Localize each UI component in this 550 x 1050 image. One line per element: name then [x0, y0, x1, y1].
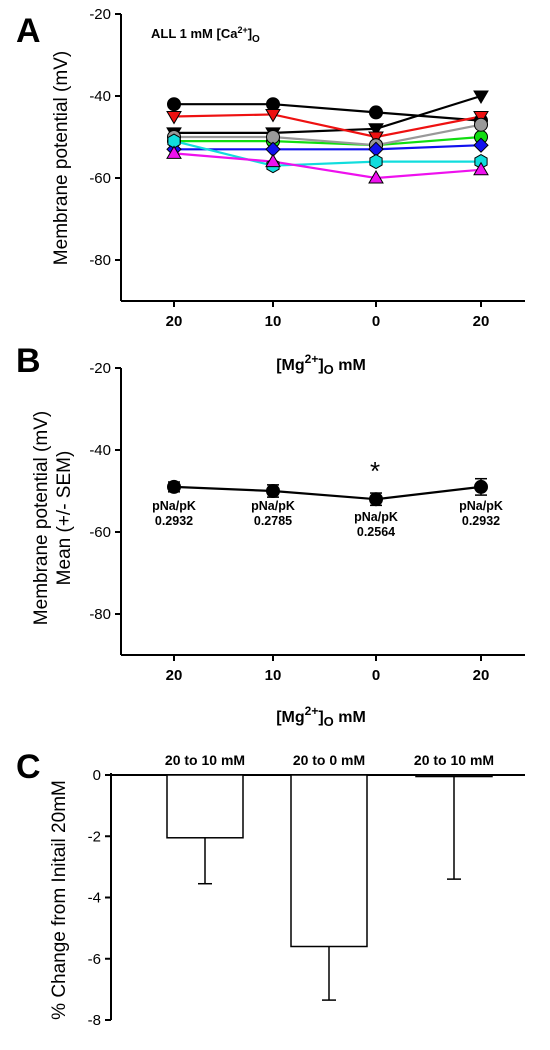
y-tick-label: -20: [89, 6, 111, 23]
series-line-6: [173, 140, 481, 167]
xtitle-unit: mM: [334, 357, 366, 374]
y-tick-label: -60: [89, 170, 111, 187]
x-tick-label: 20: [473, 667, 490, 684]
pna-pk-label: pNa/pK: [354, 510, 398, 524]
y-tick-label: -4: [88, 890, 101, 907]
panel-b: B Membrane potential (mV) Mean (+/- SEM)…: [16, 342, 525, 729]
x-tick-label: 20: [473, 313, 490, 330]
y-tick-label: 0: [93, 767, 101, 784]
series-line-5: [174, 144, 482, 151]
series-1-point: [368, 123, 384, 137]
series-5-point: [473, 137, 489, 153]
panel-c-letter: C: [16, 748, 41, 786]
series-line-4: [174, 123, 482, 147]
xtitle-text: [Mg: [276, 357, 304, 374]
y-tick-label: -6: [88, 951, 101, 968]
pna-pk-label: pNa/pK: [459, 499, 503, 513]
bar: [166, 774, 244, 839]
series-4-point: [266, 130, 280, 144]
panel-a-title: ALL 1 mM [Ca2+]O: [151, 25, 260, 45]
title-text: ALL 1 mM [Ca: [151, 26, 238, 41]
panel-a: A ALL 1 mM [Ca2+]O Membrane potential (m…: [16, 6, 525, 377]
x-tick-label: 20: [166, 313, 183, 330]
bar-category-label: 20 to 10 mM: [414, 752, 494, 768]
x-tick-label: 0: [372, 667, 380, 684]
panel-a-x-axis-title: [Mg2+]O mM: [276, 352, 366, 377]
bar-category-label: 20 to 10 mM: [165, 752, 245, 768]
significance-asterisk: *: [370, 456, 380, 486]
series-0-point: [266, 97, 280, 112]
series-line-0: [174, 103, 482, 122]
xtitle-bracket: ]: [318, 357, 323, 374]
y-tick-label: -80: [89, 606, 111, 623]
y-tick-label: -2: [88, 828, 101, 845]
panel-a-y-axis-title: Membrane potential (mV): [51, 51, 72, 265]
series-0-point: [167, 479, 181, 494]
y-tick-label: -60: [89, 524, 111, 541]
panel-c-y-axis-title: % Change from Initail 20mM: [49, 780, 70, 1020]
panel-b-letter: B: [16, 342, 41, 380]
xtitle-superscript: 2+: [305, 352, 319, 366]
x-tick-label: 10: [265, 313, 282, 330]
xtitle-subscript: O: [324, 714, 334, 729]
series-line-7: [173, 152, 482, 180]
x-tick-label: 0: [372, 313, 380, 330]
bar: [290, 774, 368, 948]
pna-pk-label: pNa/pK: [251, 499, 295, 513]
series-0-point: [266, 484, 280, 498]
series-2-point: [368, 131, 384, 145]
xtitle-text: [Mg: [276, 709, 304, 726]
bar: [415, 774, 493, 778]
series-line-1: [174, 94, 482, 134]
y-tick-label: -20: [89, 360, 111, 377]
series-0-point: [369, 105, 383, 120]
panel-b-axes: -20 -40 -60 -80 20 10 0 20: [89, 360, 525, 684]
pna-pk-value: 0.2932: [462, 514, 500, 528]
y-tick-label: -40: [89, 88, 111, 105]
series-line-2: [173, 113, 482, 139]
xtitle-bracket: ]: [318, 709, 323, 726]
x-tick-label: 10: [265, 667, 282, 684]
series-6-point: [369, 154, 383, 170]
title-bracket: ]: [248, 26, 252, 41]
series-line-0: [173, 485, 482, 501]
xtitle-unit: mM: [334, 709, 366, 726]
series-0-point: [369, 492, 383, 507]
series-line-3: [174, 135, 482, 147]
panel-b-y-axis-title-line1: Membrane potential (mV): [31, 411, 52, 625]
pna-pk-value: 0.2564: [357, 525, 395, 539]
series-2-point: [265, 108, 281, 123]
panel-a-axes: -20 -40 -60 -80 20 10 0 20: [89, 6, 525, 330]
y-tick-label: -40: [89, 442, 111, 459]
xtitle-subscript: O: [324, 362, 334, 377]
series-2-point: [166, 111, 182, 125]
pna-pk-value: 0.2932: [155, 514, 193, 528]
pna-pk-value: 0.2785: [254, 514, 292, 528]
panel-a-letter: A: [16, 12, 41, 50]
series-0-point: [167, 97, 181, 112]
series-7-point: [166, 145, 182, 159]
panel-b-y-axis-title-line2: Mean (+/- SEM): [54, 451, 75, 586]
y-tick-label: -8: [88, 1012, 101, 1029]
series-0-point: [474, 479, 488, 494]
series-7-point: [265, 153, 281, 168]
y-tick-label: -80: [89, 252, 111, 269]
series-2-point: [473, 111, 489, 125]
series-7-point: [473, 161, 489, 176]
panel-b-x-axis-title: [Mg2+]O mM: [276, 704, 366, 729]
panel-a-plot-area: [166, 90, 489, 184]
panel-c: C % Change from Initail 20mM 0 -2 -4 -6 -8 2…: [16, 748, 525, 1029]
bar-category-label: 20 to 0 mM: [293, 752, 365, 768]
series-4-point: [474, 117, 488, 132]
x-tick-label: 20: [166, 667, 183, 684]
panel-c-plot-area: 20 to 10 mM 20 to 0 mM 20 to 10 mM: [165, 752, 494, 1001]
title-superscript: 2+: [237, 25, 247, 35]
series-1-point: [473, 90, 489, 104]
xtitle-superscript: 2+: [305, 704, 319, 718]
series-7-point: [368, 170, 384, 184]
pna-pk-label: pNa/pK: [152, 499, 196, 513]
title-subscript: O: [252, 34, 260, 45]
